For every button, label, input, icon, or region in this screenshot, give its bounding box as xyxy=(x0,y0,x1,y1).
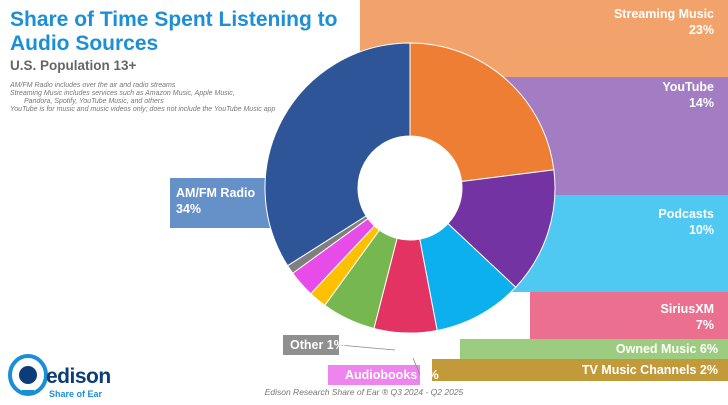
label-box-am-fm-radio xyxy=(170,178,272,228)
label-audiobooks: Audiobooks 3% xyxy=(345,368,439,382)
leader-line xyxy=(412,357,421,376)
note-line: YouTube is for music and music videos on… xyxy=(10,106,276,113)
slice-am-fm-radio xyxy=(264,42,411,267)
value-label-streaming-music: 23% xyxy=(689,23,714,37)
label-box-audiobooks xyxy=(328,365,420,385)
note-line: Pandora, Spotify, YouTube Music, and oth… xyxy=(24,98,164,105)
footer-source: Edison Research Share of Ear ® Q3 2024 -… xyxy=(264,387,464,397)
slice-youtube xyxy=(447,169,556,288)
label-box-tv-music-channels xyxy=(432,359,728,381)
label-box-siriusxm xyxy=(530,292,728,339)
category-label-youtube: YouTube xyxy=(662,80,714,94)
chart-subtitle: U.S. Population 13+ xyxy=(10,58,137,73)
category-label-streaming-music: Streaming Music xyxy=(614,7,714,21)
label-owned-music: Owned Music 6% xyxy=(616,342,718,356)
edison-logo-icon xyxy=(8,354,48,396)
label-box-owned-music xyxy=(460,339,728,359)
label-tv-music-channels: TV Music Channels 2% xyxy=(582,363,718,377)
value-label-youtube: 14% xyxy=(689,96,714,110)
value-label-am-fm-radio: 34% xyxy=(176,202,201,216)
label-box-other xyxy=(283,335,339,355)
value-label-siriusxm: 7% xyxy=(696,318,714,332)
note-line: AM/FM Radio includes over the air and ra… xyxy=(10,82,176,89)
category-label-podcasts: Podcasts xyxy=(658,207,714,221)
logo-name: edison xyxy=(46,365,111,388)
category-label-am-fm-radio: AM/FM Radio xyxy=(176,186,256,200)
value-label-podcasts: 10% xyxy=(689,223,714,237)
leader-line xyxy=(338,344,396,351)
chart-title: Share of Time Spent Listening to Audio S… xyxy=(10,8,338,55)
category-label-siriusxm: SiriusXM xyxy=(661,302,715,316)
slice-streaming-music xyxy=(409,42,555,183)
logo-tagline: Share of Ear xyxy=(49,389,103,399)
note-line: Streaming Music includes services such a… xyxy=(10,90,235,97)
label-other: Other 1% xyxy=(290,338,345,352)
